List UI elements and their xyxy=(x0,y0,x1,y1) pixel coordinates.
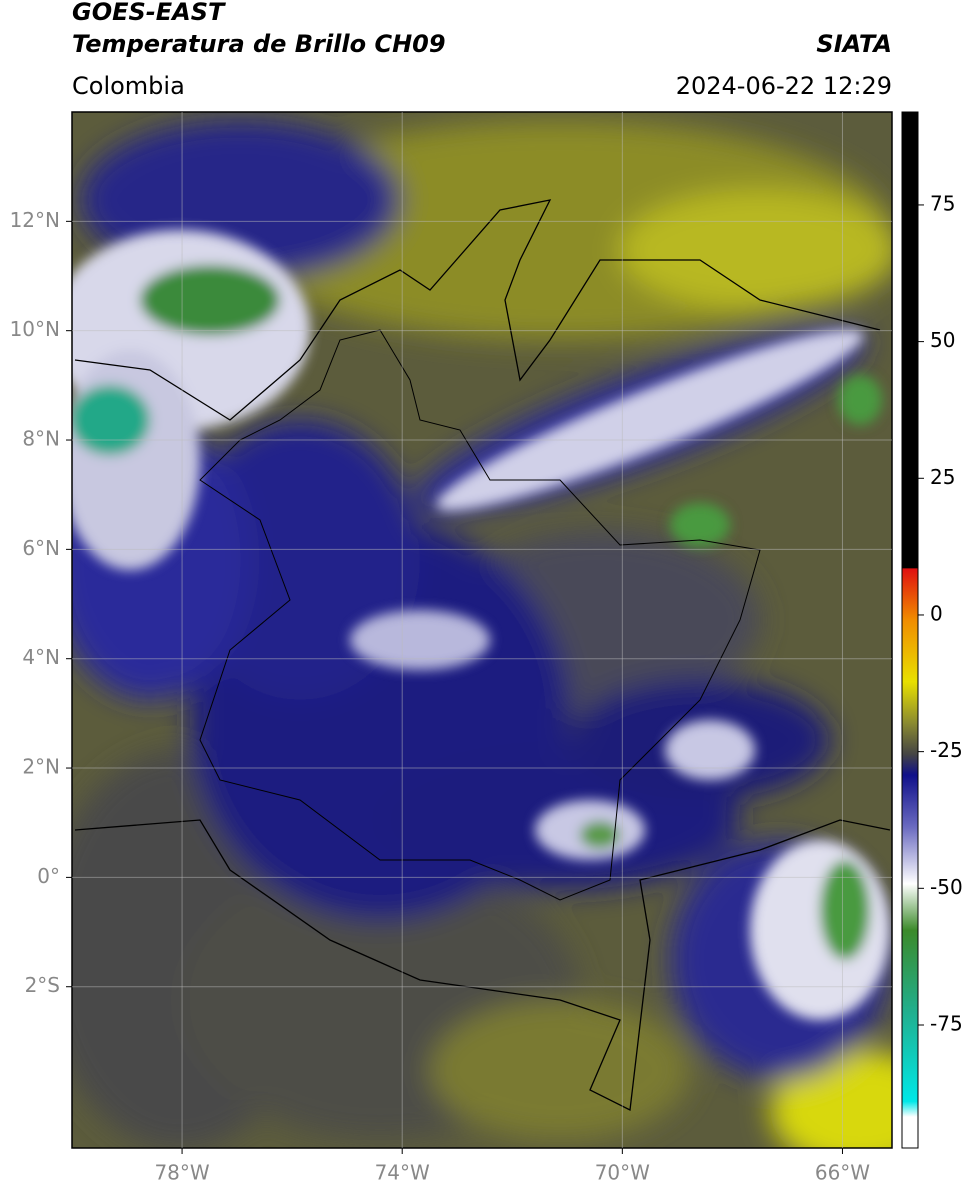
source: SIATA xyxy=(816,30,892,58)
map-frame xyxy=(71,111,893,1149)
y-tick-label: 2°S xyxy=(25,973,60,997)
colorbar-tick-label: 50 xyxy=(930,328,955,352)
colorbar-tick-label: 0 xyxy=(930,601,943,625)
colorbar-tick-label: -25 xyxy=(930,738,963,762)
datetime: 2024-06-22 12:29 xyxy=(676,72,892,100)
region: Colombia xyxy=(72,72,185,100)
y-tick-label: 10°N xyxy=(10,317,60,341)
colorbar-tick-label: 75 xyxy=(930,191,955,215)
subtitle: Temperatura de Brillo CH09 xyxy=(72,30,446,58)
colorbar xyxy=(901,111,919,1149)
x-tick-label: 78°W xyxy=(154,1161,209,1185)
x-tick-label: 74°W xyxy=(375,1161,430,1185)
x-tick-label: 66°W xyxy=(815,1161,870,1185)
satellite-image xyxy=(72,112,892,1148)
title: GOES-EAST xyxy=(72,0,226,26)
y-tick-label: 2°N xyxy=(22,755,60,779)
colorbar-tick-label: 25 xyxy=(930,465,955,489)
x-tick-label: 70°W xyxy=(595,1161,650,1185)
y-tick-label: 4°N xyxy=(22,645,60,669)
y-tick-label: 0° xyxy=(37,864,60,888)
y-tick-label: 8°N xyxy=(22,427,60,451)
y-tick-label: 12°N xyxy=(10,208,60,232)
y-tick-label: 6°N xyxy=(22,536,60,560)
colorbar-tick-label: -50 xyxy=(930,875,963,899)
colorbar-tick-label: -75 xyxy=(930,1011,963,1035)
